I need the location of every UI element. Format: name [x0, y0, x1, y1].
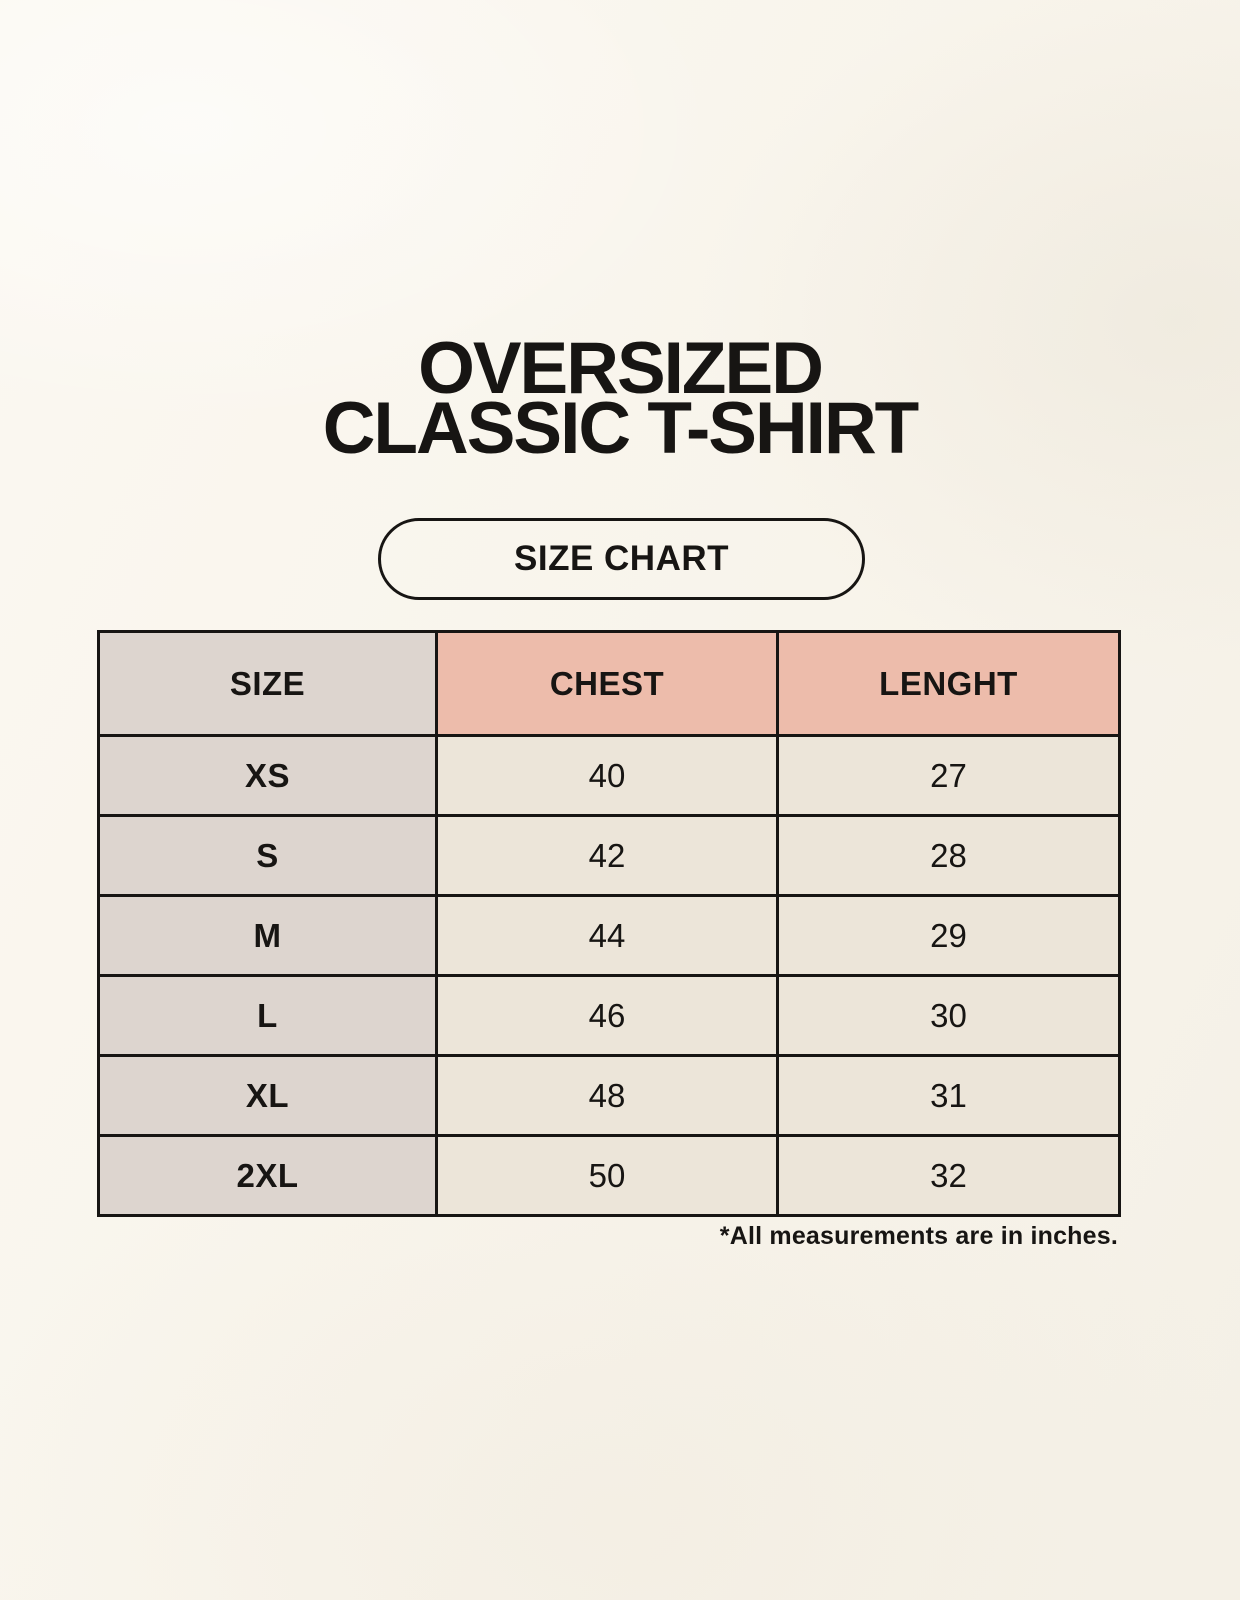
- length-cell: 29: [776, 894, 1121, 977]
- length-cell: 27: [776, 734, 1121, 817]
- table-header-row: SIZE CHEST LENGHT: [97, 630, 1121, 737]
- chest-cell: 44: [435, 894, 779, 977]
- table-row: M 44 29: [97, 894, 1121, 977]
- length-cell: 28: [776, 814, 1121, 897]
- chest-cell: 46: [435, 974, 779, 1057]
- chest-cell: 42: [435, 814, 779, 897]
- table-row: XL 48 31: [97, 1054, 1121, 1137]
- product-title-line-1: OVERSIZED: [418, 328, 824, 409]
- product-title-line-2: CLASSIC T-SHIRT: [322, 388, 920, 469]
- table-row: 2XL 50 32: [97, 1134, 1121, 1217]
- chest-cell: 50: [435, 1134, 779, 1217]
- size-cell: S: [97, 814, 438, 897]
- column-header-chest: CHEST: [435, 630, 779, 737]
- measurements-footnote: *All measurements are in inches.: [719, 1222, 1118, 1250]
- chest-cell: 40: [435, 734, 779, 817]
- size-chart-badge: SIZE CHART: [378, 518, 865, 600]
- size-cell: XS: [97, 734, 438, 817]
- length-cell: 30: [776, 974, 1121, 1057]
- size-cell: L: [97, 974, 438, 1057]
- length-cell: 32: [776, 1134, 1121, 1217]
- length-cell: 31: [776, 1054, 1121, 1137]
- table-row: S 42 28: [97, 814, 1121, 897]
- table-row: L 46 30: [97, 974, 1121, 1057]
- column-header-size: SIZE: [97, 630, 438, 737]
- size-cell: 2XL: [97, 1134, 438, 1217]
- product-title: OVERSIZED CLASSIC T-SHIRT: [0, 328, 1240, 469]
- size-cell: XL: [97, 1054, 438, 1137]
- chest-cell: 48: [435, 1054, 779, 1137]
- table-row: XS 40 27: [97, 734, 1121, 817]
- size-cell: M: [97, 894, 438, 977]
- size-chart-table: SIZE CHEST LENGHT XS 40 27 S 42 28 M 44 …: [97, 630, 1121, 1217]
- column-header-length: LENGHT: [776, 630, 1121, 737]
